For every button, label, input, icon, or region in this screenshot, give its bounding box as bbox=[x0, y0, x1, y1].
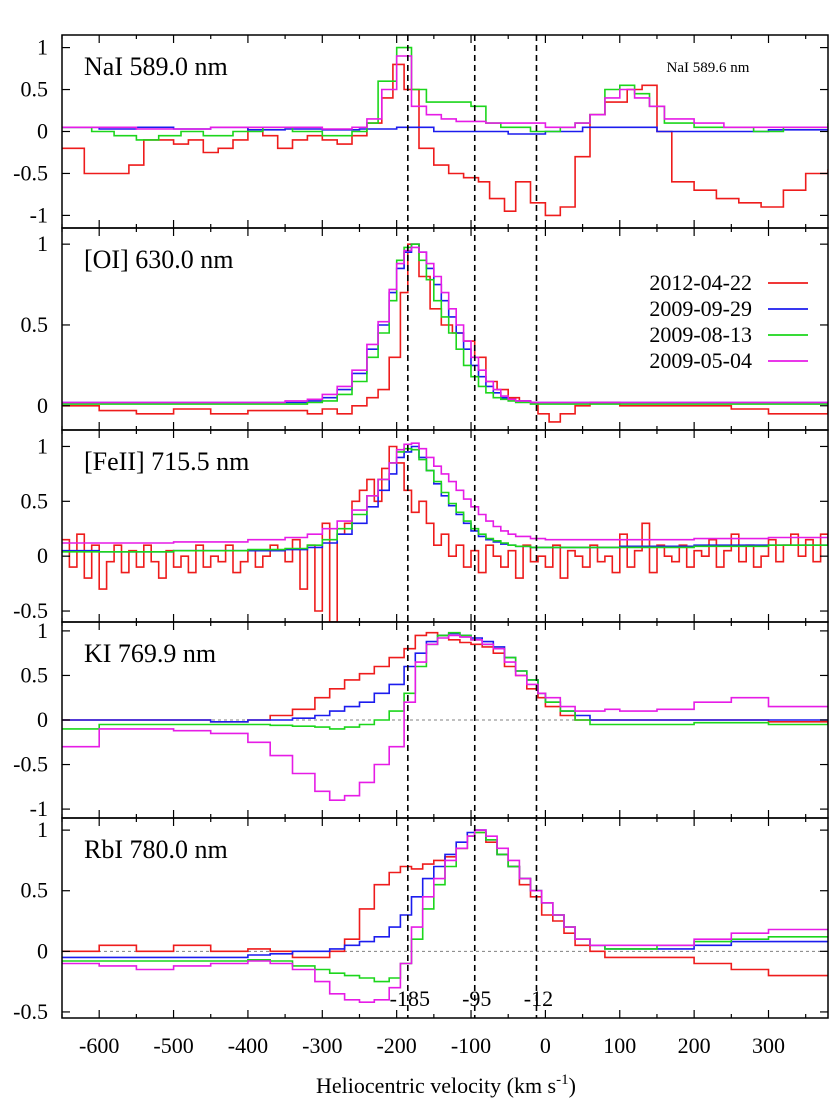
x-tick-label: 200 bbox=[678, 1033, 711, 1058]
panel-annotation: NaI 589.6 nm bbox=[667, 60, 750, 76]
panel-3: -0.5 0 0.5 1 [FeII] 715.5 nm bbox=[13, 429, 829, 623]
y-tick-label: 0 bbox=[37, 393, 48, 418]
panel-2: 00.51[OI] 630.0 nm2012-04-222009-09-2920… bbox=[21, 227, 829, 431]
y-tick-label: 0.5 bbox=[21, 312, 49, 337]
y-tick-label: -0.5 bbox=[13, 999, 48, 1024]
panel-1: -1 -0.5 0 0.5 1 NaI 589.0 nm NaI 589.6 nm bbox=[13, 34, 829, 229]
velocity-marker-label: -185 bbox=[390, 986, 430, 1011]
panel-title: [FeII] 715.5 nm bbox=[84, 447, 249, 476]
series-group bbox=[62, 631, 828, 801]
x-tick-label: -400 bbox=[228, 1033, 268, 1058]
series-line-2012-04-22 bbox=[62, 243, 828, 423]
panel-frame bbox=[61, 817, 829, 1019]
x-tick-label: 100 bbox=[603, 1033, 636, 1058]
panel-title: RbI 780.0 nm bbox=[84, 835, 228, 864]
series-line-2009-05-04 bbox=[62, 246, 828, 404]
x-tick-label: -500 bbox=[153, 1033, 193, 1058]
x-tick-label: -600 bbox=[79, 1033, 119, 1058]
velocity-marker-label: -95 bbox=[462, 986, 491, 1011]
y-tick-label: 0 bbox=[37, 543, 48, 568]
y-tick-label: 0.5 bbox=[21, 662, 49, 687]
series-line-2009-08-13 bbox=[62, 447, 828, 553]
x-tick-label: -200 bbox=[376, 1033, 416, 1058]
series-group bbox=[62, 243, 828, 423]
y-tick-label: 1 bbox=[37, 618, 48, 643]
x-axis-title-close: ) bbox=[569, 1073, 576, 1098]
series-group bbox=[62, 829, 828, 1003]
y-tick-label: 1 bbox=[37, 817, 48, 842]
y-tick-label: 1 bbox=[37, 433, 48, 458]
series-line-2009-05-04 bbox=[62, 55, 828, 130]
panels-layer: -1 -0.5 0 0.5 1 NaI 589.0 nm NaI 589.6 nm 0 0.5 1… bbox=[13, 34, 829, 1024]
series-line-2009-05-04 bbox=[62, 442, 828, 544]
series-group bbox=[62, 46, 828, 217]
y-tick-label: 1 bbox=[37, 231, 48, 256]
y-tick-label: -1 bbox=[30, 202, 48, 227]
x-tick-label: 300 bbox=[752, 1033, 785, 1058]
series-line-2009-08-13 bbox=[62, 631, 828, 730]
panel-4: -1 -0.5 0 0.5 1 KI 769.9 nm bbox=[13, 618, 829, 821]
legend-label: 2009-09-29 bbox=[649, 296, 752, 321]
x-tick-label: 0 bbox=[540, 1033, 551, 1058]
y-tick-label: 0.5 bbox=[21, 77, 49, 102]
series-line-2012-04-22 bbox=[62, 63, 828, 217]
y-tick-label: -0.5 bbox=[13, 752, 48, 777]
panel-5: -0.5 0 0.5 1 RbI 780.0 nm bbox=[13, 817, 829, 1024]
x-axis-title: Heliocentric velocity (km s-1) bbox=[316, 1072, 576, 1098]
y-tick-label: 0 bbox=[37, 938, 48, 963]
velocity-marker-label: -12 bbox=[524, 986, 553, 1011]
x-axis-title-main: Heliocentric velocity (km s bbox=[316, 1073, 556, 1098]
x-tick-label: -300 bbox=[302, 1033, 342, 1058]
panel-title: [OI] 630.0 nm bbox=[84, 245, 233, 274]
panel-title: NaI 589.0 nm bbox=[84, 52, 228, 81]
legend-label: 2009-08-13 bbox=[649, 322, 752, 347]
x-tick-label: -100 bbox=[451, 1033, 491, 1058]
series-line-2009-05-04 bbox=[62, 829, 828, 1003]
y-tick-label: 1 bbox=[37, 35, 48, 60]
y-tick-label: -1 bbox=[30, 796, 48, 821]
velocity-markers: -185 -95 -12 bbox=[390, 35, 553, 1018]
legend-label: 2009-05-04 bbox=[649, 348, 752, 373]
y-tick-label: 0.5 bbox=[21, 878, 49, 903]
x-axis-title-superscript: -1 bbox=[556, 1072, 569, 1088]
panel-title: KI 769.9 nm bbox=[84, 639, 216, 668]
legend-label: 2012-04-22 bbox=[649, 270, 752, 295]
y-tick-label: -0.5 bbox=[13, 598, 48, 623]
x-axis: -600 -500 -400 -300 -200 -100 0 100 200 300 bbox=[79, 1033, 785, 1058]
series-line-2009-05-04 bbox=[62, 634, 828, 801]
y-tick-label: 0 bbox=[37, 707, 48, 732]
y-tick-label: 0 bbox=[37, 119, 48, 144]
series-line-2012-04-22 bbox=[62, 445, 828, 622]
y-tick-label: -0.5 bbox=[13, 160, 48, 185]
series-group bbox=[62, 442, 828, 622]
y-tick-label: 0.5 bbox=[21, 488, 49, 513]
